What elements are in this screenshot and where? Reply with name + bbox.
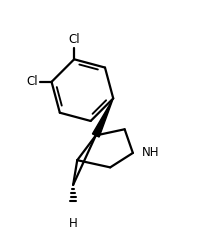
Text: H: H [69, 217, 77, 230]
Text: Cl: Cl [68, 33, 80, 46]
Text: NH: NH [142, 146, 160, 159]
Text: Cl: Cl [27, 75, 38, 88]
Polygon shape [92, 98, 113, 137]
